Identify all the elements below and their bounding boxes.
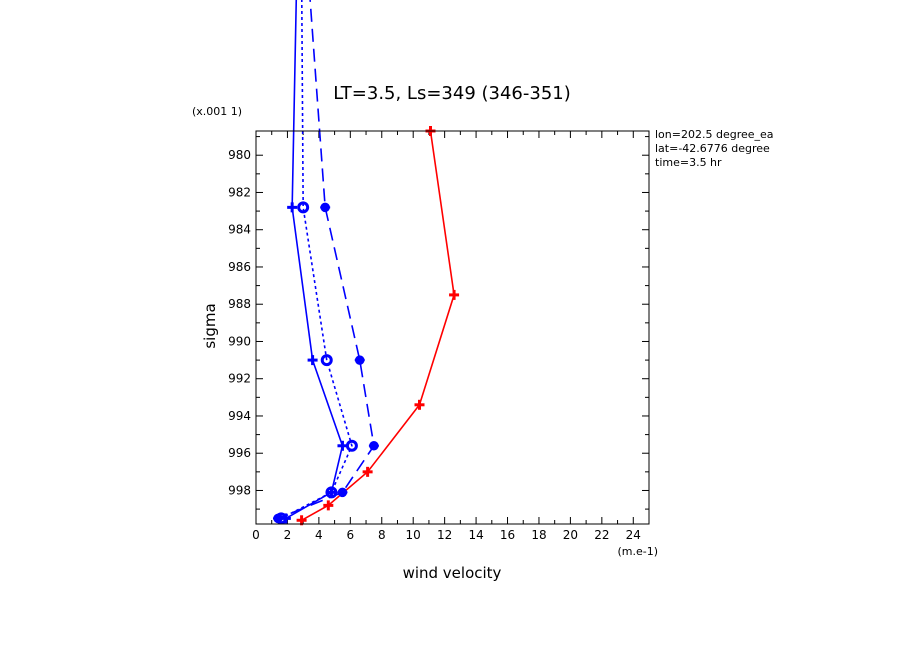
x-tick-label: 24 [626,528,641,542]
series-layer [277,0,455,521]
annotation-lon: lon=202.5 degree_ea [655,128,774,141]
x-tick-label: 16 [500,528,515,542]
y-tick-label: 980 [228,148,251,162]
x-tick-label: 8 [378,528,386,542]
series-1-marker [307,355,318,366]
y-tick-label: 982 [228,185,251,199]
plot-frame [255,130,650,525]
series-1-marker [287,202,298,213]
series-line-3 [277,0,375,520]
series-3-marker [273,513,284,524]
series-0-marker [323,500,334,511]
chart-title: LT=3.5, Ls=349 (346-351) [333,83,571,104]
y-axis-title: sigma [201,303,219,348]
annotation-time: time=3.5 hr [655,156,722,169]
axis-ticks: 0 2 4 6 8 10 12 14 16 18 20 22 249809829849869889909… [228,131,650,542]
annotation-lat: lat=-42.6776 degree [655,142,770,155]
series-1-marker [337,440,348,451]
x-tick-label: 22 [594,528,609,542]
y-tick-label: 988 [228,297,251,311]
y-tick-label: 990 [228,334,251,348]
series-line-1 [285,0,344,520]
x-tick-label: 2 [284,528,292,542]
y-tick-label: 984 [228,223,251,237]
y-tick-label: 996 [228,446,251,460]
x-tick-label: 10 [406,528,421,542]
series-0-marker [414,399,425,410]
markers-layer [273,126,460,526]
y-tick-label: 986 [228,260,251,274]
x-tick-label: 0 [252,528,260,542]
annotation-block: lon=202.5 degree_ea lat=-42.6776 degree … [655,128,774,169]
y-tick-label: 994 [228,409,251,423]
x-tick-label: 18 [531,528,546,542]
x-tick-label: 14 [468,528,483,542]
x-units-label: (m.e-1) [617,545,658,558]
series-3-marker [368,441,379,451]
x-tick-label: 20 [563,528,578,542]
series-2-marker [297,201,310,214]
series-3-marker [320,202,331,213]
x-axis-title: wind velocity [403,564,502,582]
series-0-marker [362,466,373,477]
x-tick-label: 4 [315,528,323,542]
series-line-0 [301,130,455,521]
y-tick-label: 992 [228,372,251,386]
series-2-marker [345,439,358,452]
x-tick-label: 6 [346,528,354,542]
y-units-label: (x.001 1) [192,105,242,118]
series-line-2 [280,0,353,520]
series-3-marker [354,355,365,365]
series-2-marker [325,486,338,499]
y-tick-label: 998 [228,483,251,497]
series-0-marker [449,289,460,300]
series-3-marker [337,487,348,498]
series-2-marker [320,354,333,367]
x-tick-label: 12 [437,528,452,542]
